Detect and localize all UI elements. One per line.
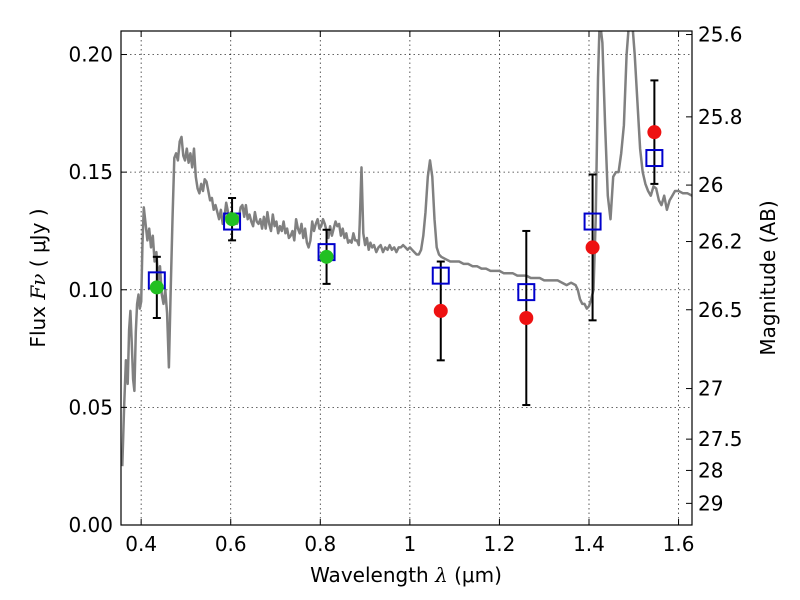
observed-flux-point — [319, 249, 334, 264]
y-axis-label-word: Flux — [26, 306, 50, 348]
x-tick-label: 1.6 — [663, 532, 695, 556]
grid — [121, 31, 692, 526]
x-axis-label: Wavelength λ (μm) — [310, 563, 502, 587]
x-tick-label: 0.4 — [125, 532, 157, 556]
x-axis-label-symbol: λ — [434, 563, 448, 587]
y-tick-label: 0.10 — [68, 278, 113, 302]
y-axis-label-symbol: Fν — [26, 274, 50, 301]
observed-flux-point — [585, 240, 600, 255]
y2-tick-label: 27 — [698, 377, 723, 401]
x-axis-label-word: Wavelength — [310, 563, 429, 587]
y2-axis-label: Magnitude (AB) — [756, 200, 780, 355]
x-tick-label: 1.2 — [484, 532, 516, 556]
y2-tick-label: 26 — [698, 173, 723, 197]
y-tick-label: 0.20 — [68, 43, 113, 67]
axis-ticks: 0.4 0.6 0.8 1 1.2 1.4 1.6 0.00 0.05 0.10 0.15 0.20 2… — [68, 23, 742, 556]
model-flux-square — [645, 149, 664, 168]
x-tick-label: 0.6 — [215, 532, 247, 556]
y-tick-label: 0.15 — [68, 160, 113, 184]
error-bars — [152, 79, 659, 407]
y-tick-label: 0.00 — [68, 513, 113, 537]
spectrum-line — [121, 31, 692, 467]
y-axis-label-unit: ( μJy ) — [26, 208, 50, 267]
y2-tick-label: 26.2 — [698, 230, 743, 254]
spectrum-layer — [121, 31, 692, 467]
y2-tick-label: 26.5 — [698, 298, 743, 322]
y2-tick-label: 28 — [698, 458, 723, 482]
model-flux-square — [583, 212, 602, 231]
observed-flux-point — [149, 280, 164, 295]
data-points — [147, 125, 664, 325]
observed-flux-point — [647, 125, 662, 140]
x-tick-label: 1.4 — [573, 532, 605, 556]
observed-flux-point — [433, 303, 448, 318]
y-tick-label: 0.05 — [68, 395, 113, 419]
observed-flux-point — [225, 212, 240, 227]
x-axis-label-unit: (μm) — [454, 563, 502, 587]
observed-flux-point — [519, 310, 534, 325]
y2-tick-label: 29 — [698, 491, 723, 515]
y2-tick-label: 25.8 — [698, 105, 743, 129]
y2-tick-label: 27.5 — [698, 427, 743, 451]
y-axis-label: Flux Fν ( μJy ) — [26, 208, 50, 347]
y2-tick-label: 25.6 — [698, 23, 743, 47]
plot-frame — [120, 30, 693, 526]
model-flux-square — [517, 283, 536, 302]
x-tick-label: 0.8 — [304, 532, 336, 556]
x-tick-label: 1 — [403, 532, 416, 556]
model-flux-square — [431, 266, 450, 285]
